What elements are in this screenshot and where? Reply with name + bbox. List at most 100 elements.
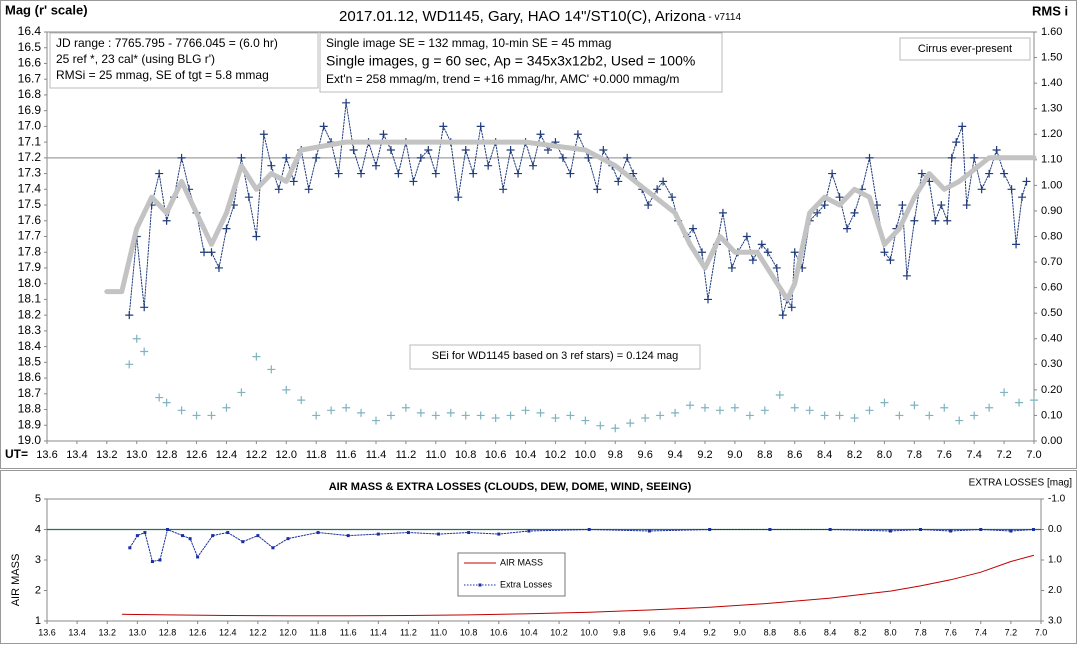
x-tick-label: 12.2 [246,449,267,461]
x-tick-label: 9.6 [643,627,656,637]
data-point [952,138,961,147]
y-tick-label: 17.1 [18,134,42,148]
x-tick-label: 12.6 [189,627,207,637]
x-tick-label: 12.0 [279,627,297,637]
data-point [925,411,934,420]
data-point [703,295,712,304]
x-tick-label: 9.8 [608,449,623,461]
data-point [416,408,425,417]
y-tick-label: 18.6 [18,370,42,384]
x-tick-label: 9.0 [727,449,742,461]
x-tick-label: 8.0 [884,627,897,637]
x-tick-label: 8.6 [787,449,802,461]
data-point [727,263,736,272]
data-point [409,177,418,186]
data-point [775,390,784,399]
annotation-text: SEi for WD1145 based on 3 ref stars) = 0… [432,350,679,362]
data-point [566,169,575,178]
data-point [718,208,727,217]
data-point [196,555,200,559]
data-point [132,334,141,343]
y-tick-label: 18.4 [18,339,42,353]
data-point [689,224,698,233]
data-point [267,161,276,170]
data-point [286,537,290,541]
data-point [629,169,638,178]
data-point [165,528,169,531]
x-tick-label: 13.4 [66,449,87,461]
data-point [787,303,796,312]
y2-tick-label: 1.60 [1041,26,1062,38]
annotation-box [319,32,723,93]
data-point [686,401,695,410]
data-point [222,403,231,412]
data-point [312,411,321,420]
y2-tick-label: 0.80 [1041,230,1062,242]
x-tick-label: 10.4 [515,449,536,461]
data-point [828,169,837,178]
data-point [742,232,751,241]
y2-tick-label: 0.60 [1041,282,1062,294]
y2-axis-label: RMS i [1032,3,1068,18]
data-point [790,248,799,257]
data-point [491,413,500,422]
annotation-text: 25 ref *, 23 cal* (using BLG r') [56,52,215,66]
data-point [1000,388,1009,397]
data-point [623,153,632,162]
legend-box [457,552,566,597]
data-point [895,411,904,420]
x-tick-label: 11.6 [340,627,357,637]
data-point [177,406,186,415]
data-point [596,421,605,430]
data-point [437,532,441,536]
data-point [947,153,956,162]
data-point [431,169,440,178]
data-point [207,248,216,257]
x-axis-label: UT= [5,447,28,461]
x-tick-label: 10.6 [490,627,508,637]
data-point [958,122,967,131]
data-point [506,411,515,420]
data-point [200,248,209,257]
y2-tick-label: 0.20 [1041,384,1062,396]
data-point [1030,396,1038,405]
data-point [237,388,246,397]
data-point [469,169,478,178]
data-point [536,130,545,139]
data-point [476,122,485,131]
data-point [949,529,953,533]
x-tick-label: 12.6 [186,449,207,461]
data-point [386,411,395,420]
data-point [865,406,874,415]
data-point [372,161,380,170]
data-point [910,216,919,225]
data-point [259,130,268,139]
data-point [222,224,231,233]
data-point [931,216,940,225]
y-tick-label: 16.7 [18,71,42,85]
data-point [416,153,425,162]
data-point [252,232,261,241]
data-point [386,145,395,154]
data-point [357,169,366,178]
annotation-text: Ext'n = 258 mmag/m, trend = +16 mmag/hr,… [326,72,679,86]
y-axis-label: Mag (r' scale) [5,2,88,17]
y2-tick-label: 1.40 [1041,77,1062,89]
x-tick-label: 10.0 [580,627,598,637]
data-point [659,177,668,186]
x-tick-label: 13.6 [36,449,57,461]
data-point [346,534,350,538]
data-point [439,122,448,131]
data-point [760,406,769,415]
x-tick-label: 7.6 [944,627,957,637]
chart-title: AIR MASS & EXTRA LOSSES (CLOUDS, DEW, DO… [329,481,692,493]
y-tick-label: 16.8 [18,87,42,101]
data-point [349,145,358,154]
data-point [304,185,313,194]
data-point [653,185,662,194]
data-point [614,177,623,186]
x-tick-label: 13.2 [96,449,117,461]
data-point [813,208,822,217]
data-point [641,413,650,422]
data-point [593,185,602,194]
